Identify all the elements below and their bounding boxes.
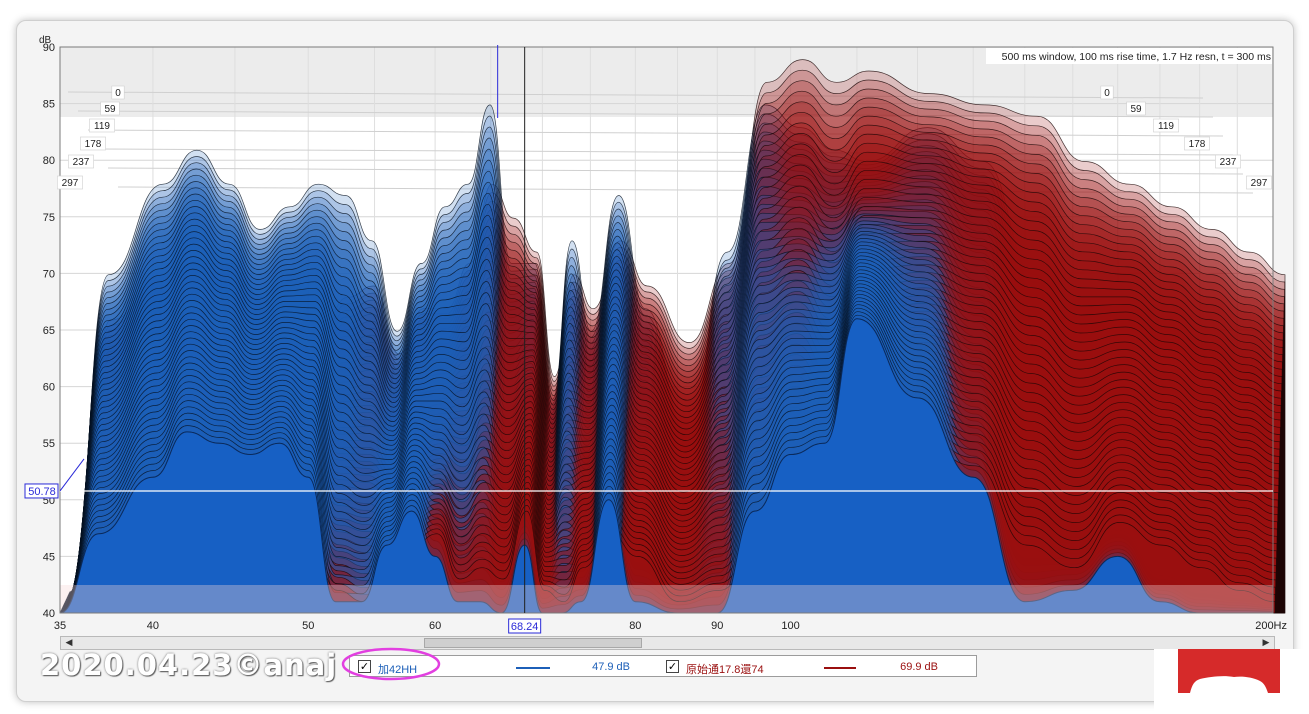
depth-tick-right-box (1153, 118, 1179, 133)
depth-tick-right: 178 (1189, 139, 1206, 150)
depth-gridline (67, 91, 1204, 99)
depth-tick-right: 0 (1104, 88, 1110, 99)
series1-label: 加42HH (378, 664, 418, 676)
series1-line-swatch (516, 667, 550, 669)
x-tick-label: 200Hz (1255, 620, 1287, 632)
watermark: 2020.04.23©anaj (40, 648, 338, 682)
series2-value: 69.9 dB (900, 661, 938, 673)
plot-border (59, 46, 1274, 614)
series2-label: 原始通17.8還74 (686, 664, 764, 676)
highlight-ellipse (341, 647, 441, 681)
y-tick-label: 45 (43, 551, 55, 563)
x-tick-label: 50 (302, 620, 314, 632)
depth-tick-right: 297 (1251, 178, 1268, 189)
info-box (986, 48, 1272, 64)
legend-item-series2: ✓ 原始通17.8還74 69.9 dB (666, 659, 966, 676)
legend: ✓ 加42HH 47.9 dB ✓ 原始通17.8還74 69.9 dB (349, 655, 977, 677)
x-tick-label: 100 (781, 620, 799, 632)
x-tick-label: 40 (147, 620, 159, 632)
depth-gridline (97, 148, 1234, 156)
depth-tick-right-box (1100, 85, 1114, 100)
y-tick-label: 75 (43, 212, 55, 224)
y-tick-label: 55 (43, 438, 55, 450)
depth-tick-right: 119 (1158, 121, 1174, 132)
depth-tick-left: 59 (104, 104, 116, 115)
series2-line-swatch (824, 667, 856, 669)
y-tick-label: 40 (43, 608, 55, 620)
x-tick-label: 80 (629, 620, 641, 632)
y-tick-label: 70 (43, 268, 55, 280)
y-axis-unit-label: dB (39, 35, 52, 46)
depth-tick-left-box (80, 136, 106, 151)
depth-tick-right-box (1215, 154, 1241, 169)
cursor-x-box (508, 618, 542, 634)
depth-gridline (107, 167, 1244, 175)
depth-tick-right: 59 (1130, 104, 1142, 115)
depth-tick-left: 0 (115, 88, 121, 99)
depth-tick-left: 297 (62, 178, 79, 189)
cursor-depth-diagonal (59, 458, 85, 492)
red-stamp-icon (1178, 649, 1280, 693)
x-tick-label: 35 (54, 620, 66, 632)
depth-tick-left: 119 (94, 121, 110, 132)
scroll-left-icon[interactable]: ◀ (65, 638, 73, 648)
y-tick-label: 85 (43, 99, 55, 111)
depth-tick-left: 237 (73, 157, 90, 168)
depth-tick-right-box (1246, 175, 1272, 190)
cursor-y-box (24, 483, 59, 499)
legend-item-series1: ✓ 加42HH 47.9 dB (358, 659, 658, 676)
series1-value: 47.9 dB (592, 661, 630, 673)
depth-tick-left-box (68, 154, 94, 169)
series1-checkbox[interactable]: ✓ (358, 660, 371, 673)
scroll-thumb[interactable] (424, 638, 642, 648)
depth-tick-left-box (111, 85, 125, 100)
info-text: 500 ms window, 100 ms rise time, 1.7 Hz … (1002, 51, 1271, 63)
y-tick-label: 90 (43, 42, 55, 54)
cursor-y-label: 50.78 (28, 486, 56, 498)
depth-tick-right-box (1126, 101, 1146, 116)
depth-tick-right-box (1184, 136, 1210, 151)
series1-last-slice (59, 318, 1273, 614)
depth-gridline (77, 110, 1214, 118)
x-tick-label: 90 (711, 620, 723, 632)
floor-tint (60, 585, 1273, 613)
waterfall-slices (59, 59, 1286, 614)
scroll-right-icon[interactable]: ▶ (1262, 638, 1270, 648)
y-tick-label: 60 (43, 382, 55, 394)
depth-tick-left-box (57, 175, 83, 190)
depth-tick-right: 237 (1220, 157, 1237, 168)
horizontal-scrollbar[interactable]: ◀ ▶ (60, 636, 1275, 650)
y-tick-label: 80 (43, 155, 55, 167)
cursor-x-label: 68.24 (511, 621, 539, 633)
x-tick-label: 60 (429, 620, 441, 632)
y-tick-label: 65 (43, 325, 55, 337)
series2-checkbox[interactable]: ✓ (666, 660, 679, 673)
depth-tick-left-box (100, 101, 120, 116)
depth-tick-left-box (89, 118, 115, 133)
depth-tick-left: 178 (85, 139, 102, 150)
